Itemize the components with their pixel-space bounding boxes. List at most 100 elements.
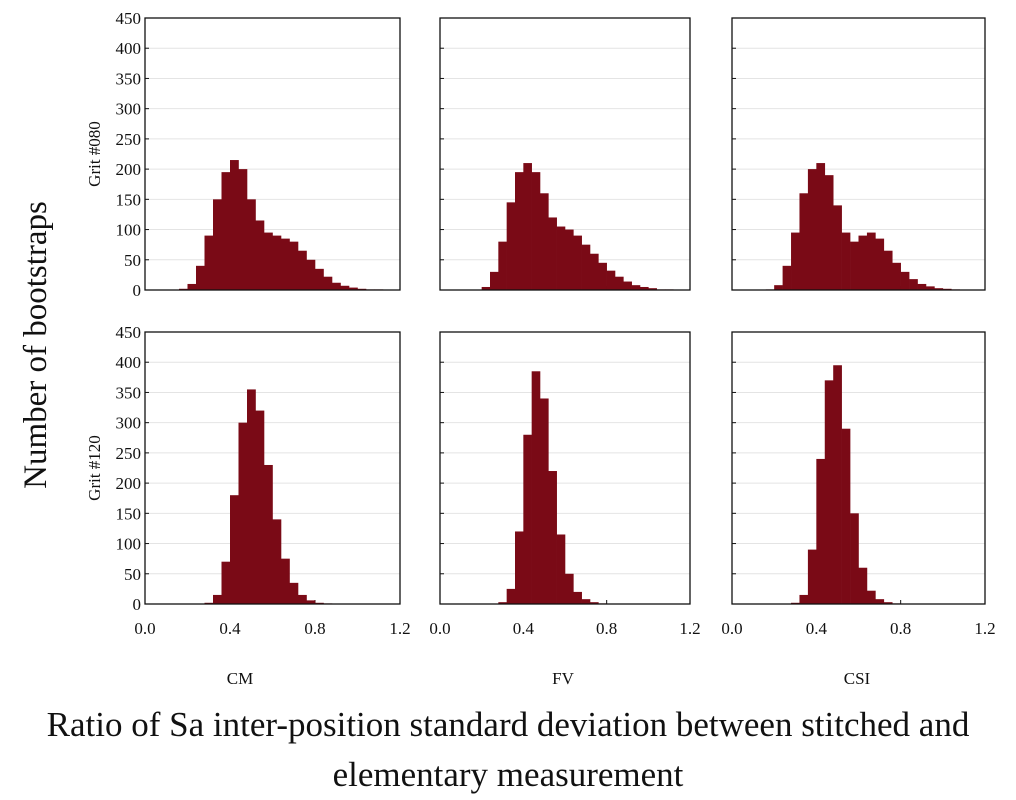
histogram-bar xyxy=(615,276,624,290)
y-tick-label: 200 xyxy=(116,160,142,179)
histogram-bar xyxy=(540,398,549,604)
column-label: CSI xyxy=(844,669,871,688)
histogram-bar xyxy=(238,169,248,290)
histogram-bar xyxy=(506,588,516,604)
y-tick-label: 450 xyxy=(116,9,142,28)
histogram-bar xyxy=(272,519,282,604)
histogram-bar xyxy=(264,232,273,290)
histogram-bar xyxy=(230,160,239,290)
histogram-bar xyxy=(289,582,299,604)
histogram-bar xyxy=(298,594,307,604)
x-tick-label: 0.0 xyxy=(721,619,742,638)
histogram-bar xyxy=(640,286,649,290)
histogram-bar xyxy=(515,172,524,290)
histogram-bar xyxy=(556,534,566,604)
x-tick-label: 0.8 xyxy=(304,619,325,638)
y-tick-label: 0 xyxy=(133,281,142,300)
histogram-bar xyxy=(925,286,935,290)
histogram-bar xyxy=(255,220,265,290)
histogram-bar xyxy=(934,288,944,290)
histogram-bar xyxy=(187,283,197,290)
histogram-bar xyxy=(590,253,599,290)
x-tick-label: 0.8 xyxy=(596,619,617,638)
histogram-bar xyxy=(281,238,290,290)
y-tick-label: 100 xyxy=(116,535,142,554)
histogram-bar xyxy=(272,235,282,290)
x-tick-label: 0.4 xyxy=(806,619,828,638)
histogram-bar xyxy=(255,410,265,604)
histogram-bar xyxy=(498,602,507,604)
histogram-bar xyxy=(858,235,868,290)
plot-frame xyxy=(731,17,986,291)
histogram-bar xyxy=(531,371,541,604)
histogram-bar xyxy=(315,268,324,290)
histogram-bar xyxy=(581,599,591,604)
histogram-bar xyxy=(323,276,333,290)
y-tick-label: 0 xyxy=(133,595,142,614)
histogram-bar xyxy=(573,235,582,290)
y-tick-label: 350 xyxy=(116,383,142,402)
histogram-bar xyxy=(799,193,809,290)
row-label: Grit #120 xyxy=(85,435,104,501)
histogram-bar xyxy=(858,567,868,604)
histogram-bar xyxy=(866,590,876,604)
y-tick-label: 400 xyxy=(116,353,142,372)
histogram-bar xyxy=(833,205,842,290)
plot-frame xyxy=(439,331,691,605)
y-tick-label: 50 xyxy=(124,565,141,584)
histogram-bar xyxy=(264,464,273,604)
row-label: Grit #080 xyxy=(85,121,104,187)
histogram-bar xyxy=(213,594,222,604)
histogram-bar xyxy=(247,199,256,290)
histogram-bar xyxy=(481,286,491,290)
histogram-bar xyxy=(909,279,918,290)
histogram-bar xyxy=(213,199,222,290)
histogram-bar xyxy=(648,288,657,290)
x-tick-label: 1.2 xyxy=(974,619,995,638)
y-tick-label: 450 xyxy=(116,323,142,342)
histogram-bar xyxy=(221,172,231,290)
x-tick-label: 1.2 xyxy=(679,619,700,638)
x-tick-label: 0.0 xyxy=(429,619,450,638)
histogram-bar xyxy=(816,163,826,290)
x-axis-label: Ratio of Sa inter-position standard devi… xyxy=(46,705,970,794)
histogram-bar xyxy=(540,193,549,290)
histogram-bar xyxy=(900,271,910,290)
histogram-bar xyxy=(204,235,214,290)
histogram-bar xyxy=(807,549,817,604)
y-axis-label: Number of bootstraps xyxy=(18,201,54,489)
histogram-bar xyxy=(883,602,893,604)
histogram-bar xyxy=(498,241,507,290)
histogram-bar xyxy=(833,365,842,604)
histogram-bar xyxy=(598,262,607,290)
histogram-bar xyxy=(515,531,524,604)
x-tick-label: 0.0 xyxy=(134,619,155,638)
column-label: FV xyxy=(552,669,574,688)
y-tick-label: 350 xyxy=(116,69,142,88)
histogram-bar xyxy=(824,380,834,604)
histogram-bar xyxy=(816,458,826,604)
y-tick-label: 150 xyxy=(116,504,142,523)
histogram-bar xyxy=(531,172,541,290)
y-tick-label: 150 xyxy=(116,190,142,209)
histogram-bar xyxy=(340,285,350,290)
x-tick-label: 0.4 xyxy=(219,619,241,638)
histogram-bar xyxy=(590,602,599,604)
histogram-bar xyxy=(841,428,851,604)
histogram-bar xyxy=(247,389,256,604)
y-tick-label: 250 xyxy=(116,130,142,149)
histogram-bar xyxy=(850,241,859,290)
histogram-bar xyxy=(523,163,532,290)
histogram-bar xyxy=(883,250,893,290)
histogram-bar xyxy=(782,265,792,290)
histogram-bar xyxy=(866,232,876,290)
histogram-bar xyxy=(841,232,851,290)
y-tick-label: 250 xyxy=(116,444,142,463)
histogram-bar xyxy=(523,434,532,604)
histogram-bar xyxy=(506,202,516,290)
histogram-bar xyxy=(196,265,205,290)
x-tick-label: 1.2 xyxy=(389,619,410,638)
histogram-bar xyxy=(548,217,557,290)
